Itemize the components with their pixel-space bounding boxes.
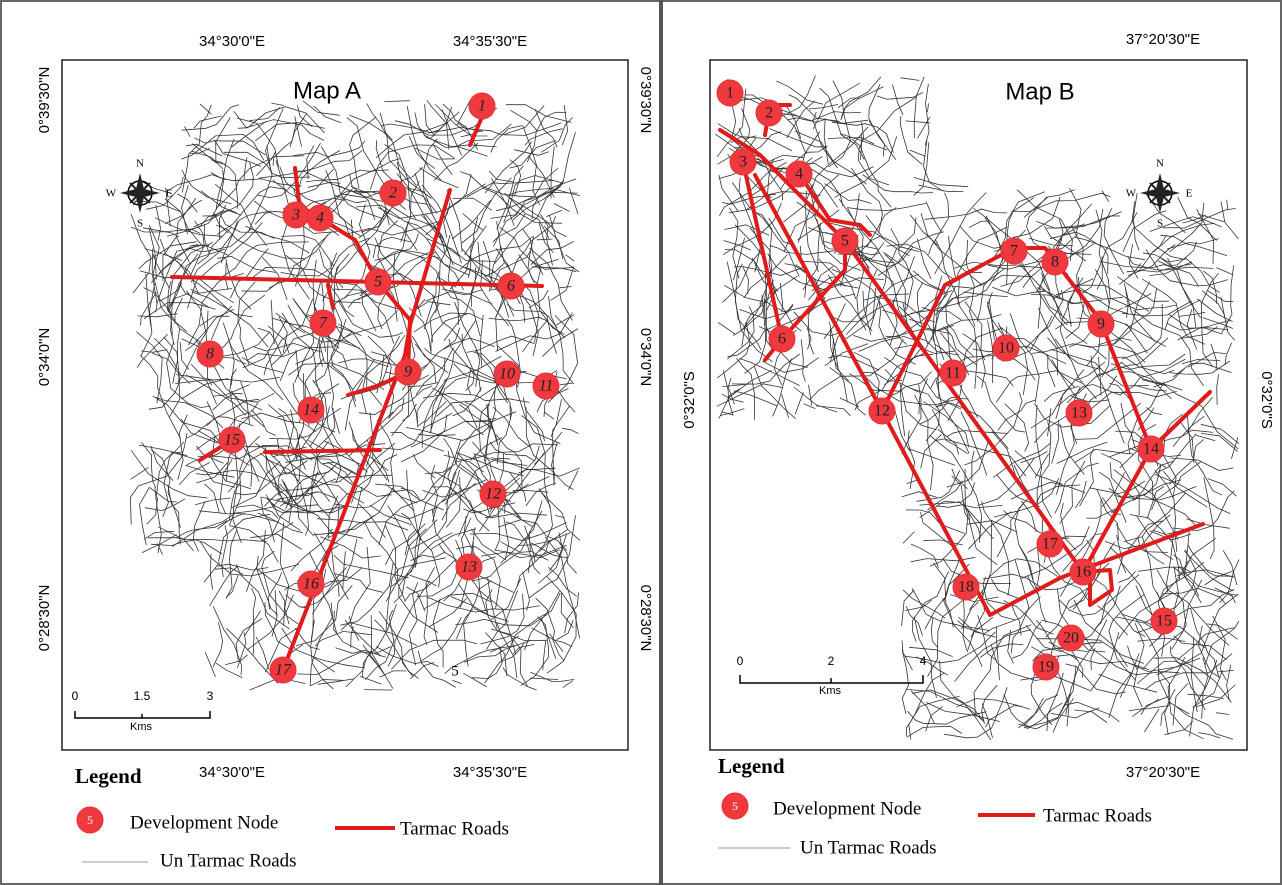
node-label: 2 [389,185,397,202]
node-label: 11 [945,365,960,382]
coord-label: 0°39'30"N [637,67,654,134]
legend-title: Legend [75,764,142,788]
figure: Map A 34°30'0"E 34°35'30"E 34°30'0"E 34°… [0,0,1282,885]
coord-label: 34°30'0"E [199,33,265,50]
node-label: 1 [478,98,486,115]
coord-label: 37°20'30"E [1126,31,1200,48]
legend-label: Un Tarmac Roads [800,837,937,858]
node-label: 17 [275,662,292,679]
node-label: 13 [1071,405,1087,422]
node-label: 6 [507,278,515,295]
coord-label: 0°28'30"N [637,585,654,652]
coord-label: 0°34'0"N [637,328,654,386]
map-a: Map A 34°30'0"E 34°35'30"E 34°30'0"E 34°… [36,33,654,871]
coord-label: 0°28'30"N [36,585,53,652]
node-label: 16 [1075,564,1091,581]
map-title: Map B [1005,78,1074,105]
legend-label: Development Node [130,812,278,833]
tarmac-road [265,450,380,452]
scale-label: 3 [207,689,214,703]
node-label: 3 [739,154,747,171]
compass-label: W [1126,188,1137,200]
node-label: 7 [319,315,328,332]
node-label: 5 [841,233,849,250]
node-label: 4 [795,166,803,183]
coord-label: 34°35'30"E [453,33,527,50]
compass-label: S [137,218,143,230]
node-label: 12 [485,486,501,503]
node-label: 1 [726,85,734,102]
compass-label: W [106,188,117,200]
node-label: 4 [316,210,324,227]
compass-label: E [1186,188,1193,200]
node-label: 9 [1097,316,1105,333]
compass-label: N [136,158,144,170]
compass-label: S [1157,218,1163,230]
scale-label: 0 [72,689,79,703]
node-label: 3 [291,207,300,224]
coord-label: 34°30'0"E [199,764,265,781]
node-label: 14 [1143,441,1159,458]
node-label: 15 [1156,613,1172,630]
coord-label: 0°32'0"S [1258,371,1275,429]
node-label: 8 [1051,254,1059,271]
scale-label: 2 [828,654,835,668]
node-label: 15 [224,432,240,449]
coord-label: 0°34'0"N [36,328,53,386]
node-label: 5 [374,274,382,291]
node-label: 17 [1042,536,1058,553]
coord-label: 0°32'0"S [681,371,698,429]
map-title: Map A [293,77,361,104]
scale-label: 1.5 [134,689,151,703]
scale-label: 0 [737,654,744,668]
scale-unit: Kms [130,721,153,733]
coord-label: 0°39'30"N [36,67,53,134]
scale-label: 4 [920,654,927,668]
map-b: Map B 37°20'30"E 37°20'30"E 0°32'0"S 0°3… [681,31,1275,858]
legend-node-label: 5 [732,799,738,813]
legend-node-label: 5 [87,813,93,827]
legend-label: Development Node [773,798,921,819]
coord-label: 37°20'30"E [1126,764,1200,781]
node-label: 12 [874,403,890,420]
node-label: 14 [303,402,319,419]
legend-label: Tarmac Roads [1043,805,1152,826]
node-label: 16 [303,576,319,593]
node-label: 11 [539,378,554,395]
node-label: 10 [499,366,515,383]
node-label: 10 [998,340,1014,357]
legend-title: Legend [718,754,785,778]
map-frame [62,60,628,750]
stray-label: 5 [451,663,459,679]
node-label: 8 [206,346,214,363]
legend-label: Un Tarmac Roads [160,850,297,871]
node-label: 20 [1063,630,1079,647]
node-label: 7 [1010,243,1018,260]
coord-label: 34°35'30"E [453,764,527,781]
node-label: 6 [778,331,786,348]
node-label: 9 [404,364,412,381]
node-label: 2 [765,105,773,122]
scale-unit: Kms [819,685,842,697]
node-label: 18 [958,579,974,596]
compass-label: E [166,188,173,200]
node-label: 13 [461,559,477,576]
compass-label: N [1156,158,1164,170]
node-label: 19 [1038,659,1054,676]
legend-label: Tarmac Roads [400,818,509,839]
